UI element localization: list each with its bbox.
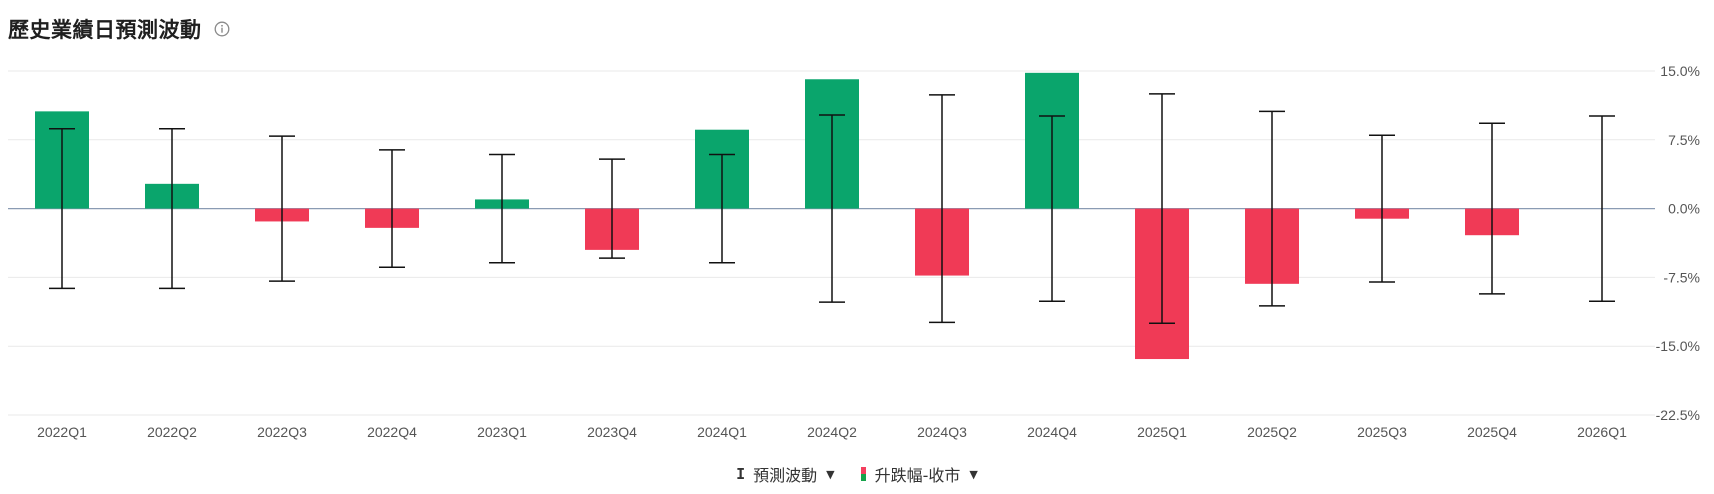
y-tick-label: -7.5%: [1663, 269, 1700, 285]
y-tick-label: 7.5%: [1668, 132, 1700, 148]
legend-item-forecast-volatility[interactable]: I 預測波動 ▼: [736, 462, 835, 486]
x-tick-label: 2024Q1: [697, 424, 747, 440]
y-tick-label: 0.0%: [1668, 201, 1700, 217]
x-tick-label: 2023Q4: [587, 424, 637, 440]
y-tick-label: -15.0%: [1656, 338, 1700, 354]
chart-legend: I 預測波動 ▼ 升跌幅-收市 ▼: [0, 462, 1714, 486]
x-tick-label: 2022Q4: [367, 424, 417, 440]
error-bar-icon: I: [736, 465, 746, 483]
legend-label-close-change: 升跌幅-收市: [874, 466, 961, 485]
legend-item-close-change[interactable]: 升跌幅-收市 ▼: [860, 462, 978, 486]
x-tick-label: 2024Q3: [917, 424, 967, 440]
y-tick-label: 15.0%: [1660, 63, 1700, 79]
x-tick-label: 2023Q1: [477, 424, 527, 440]
caret-down-icon: ▼: [969, 467, 978, 481]
forecast-volatility-chart: 15.0% 7.5% 0.0% -7.5% -15.0% -22.5% 2022Q1 2022…: [8, 63, 1700, 440]
info-circle-icon[interactable]: [214, 21, 230, 37]
y-tick-label: -22.5%: [1656, 407, 1700, 423]
x-tick-label: 2024Q2: [807, 424, 857, 440]
page-title: 歷史業績日預測波動: [8, 18, 202, 42]
chart-header: 歷史業績日預測波動: [8, 14, 230, 44]
x-tick-label: 2025Q1: [1137, 424, 1187, 440]
x-tick-label: 2022Q1: [37, 424, 87, 440]
x-tick-label: 2025Q2: [1247, 424, 1297, 440]
x-tick-label: 2022Q3: [257, 424, 307, 440]
x-tick-label: 2025Q3: [1357, 424, 1407, 440]
x-tick-label: 2022Q2: [147, 424, 197, 440]
caret-down-icon: ▼: [826, 467, 835, 481]
legend-label-forecast-volatility: 預測波動: [753, 466, 818, 485]
x-tick-label: 2024Q4: [1027, 424, 1077, 440]
bar-swatch-icon: [860, 467, 866, 481]
x-tick-label: 2026Q1: [1577, 424, 1627, 440]
x-tick-label: 2025Q4: [1467, 424, 1517, 440]
